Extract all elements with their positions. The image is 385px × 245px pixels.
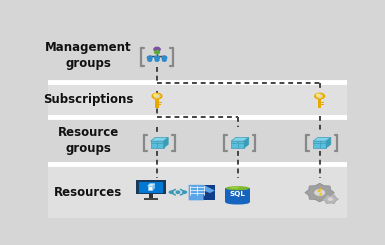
Polygon shape: [231, 141, 244, 148]
Polygon shape: [313, 137, 331, 141]
Polygon shape: [155, 99, 159, 108]
Polygon shape: [147, 186, 152, 190]
Polygon shape: [326, 137, 331, 148]
Circle shape: [162, 59, 166, 61]
Text: Management
groups: Management groups: [45, 41, 132, 70]
Circle shape: [316, 94, 320, 96]
Circle shape: [162, 56, 167, 59]
Circle shape: [156, 95, 159, 97]
Bar: [159, 102, 162, 103]
Polygon shape: [164, 137, 168, 148]
Text: Resource
groups: Resource groups: [58, 126, 119, 155]
Text: SQL: SQL: [230, 191, 246, 197]
Ellipse shape: [226, 186, 250, 190]
Polygon shape: [313, 141, 326, 148]
Bar: [226, 188, 250, 202]
Circle shape: [169, 191, 173, 193]
Circle shape: [183, 191, 186, 193]
Polygon shape: [147, 184, 155, 186]
Bar: [149, 194, 153, 198]
Ellipse shape: [230, 187, 239, 188]
Polygon shape: [244, 137, 249, 148]
Bar: [48, 29, 346, 82]
Bar: [144, 198, 158, 200]
Circle shape: [314, 93, 325, 100]
Bar: [189, 185, 215, 200]
Polygon shape: [322, 195, 338, 204]
Circle shape: [318, 95, 321, 97]
Circle shape: [176, 191, 180, 193]
Circle shape: [151, 93, 162, 100]
Polygon shape: [231, 137, 249, 141]
Bar: [159, 104, 161, 105]
Circle shape: [154, 47, 160, 51]
Bar: [48, 82, 346, 117]
Polygon shape: [189, 185, 215, 200]
Polygon shape: [151, 137, 168, 141]
Polygon shape: [151, 141, 164, 148]
Text: Resources: Resources: [54, 186, 122, 199]
Polygon shape: [318, 99, 321, 108]
Bar: [321, 104, 324, 105]
Circle shape: [147, 56, 152, 59]
Bar: [48, 117, 346, 164]
Bar: [139, 182, 163, 193]
Circle shape: [154, 94, 160, 98]
Ellipse shape: [226, 200, 250, 205]
Bar: [190, 186, 204, 195]
Circle shape: [155, 56, 159, 59]
Polygon shape: [305, 183, 334, 202]
Text: Subscriptions: Subscriptions: [43, 93, 134, 106]
Bar: [136, 180, 166, 194]
Polygon shape: [152, 184, 155, 190]
Bar: [321, 102, 325, 103]
Circle shape: [148, 59, 152, 61]
Polygon shape: [317, 187, 322, 198]
Circle shape: [155, 51, 159, 54]
Circle shape: [328, 197, 333, 201]
Bar: [48, 164, 346, 218]
Circle shape: [314, 189, 325, 196]
Circle shape: [154, 94, 157, 96]
Circle shape: [155, 59, 159, 61]
Circle shape: [317, 94, 323, 98]
